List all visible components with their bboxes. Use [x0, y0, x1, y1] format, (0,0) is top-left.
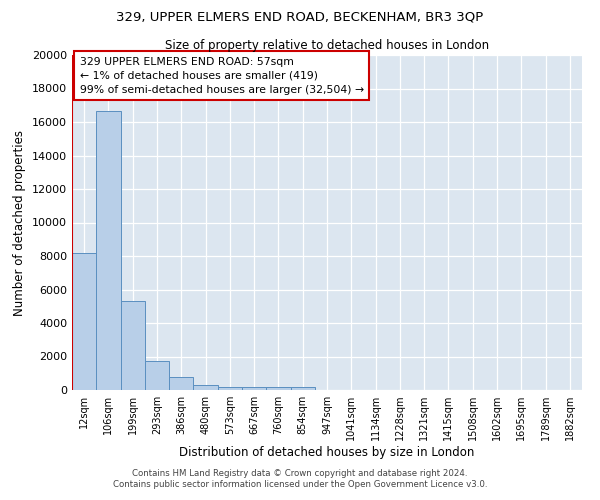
- Bar: [266, 387, 290, 390]
- Bar: [96, 111, 121, 390]
- Bar: [145, 360, 169, 390]
- Bar: [121, 301, 145, 390]
- Text: Contains HM Land Registry data © Crown copyright and database right 2024.: Contains HM Land Registry data © Crown c…: [132, 468, 468, 477]
- Bar: [218, 386, 242, 390]
- Y-axis label: Number of detached properties: Number of detached properties: [13, 130, 26, 316]
- Bar: [72, 252, 96, 390]
- Title: Size of property relative to detached houses in London: Size of property relative to detached ho…: [165, 40, 489, 52]
- Bar: [169, 378, 193, 390]
- X-axis label: Distribution of detached houses by size in London: Distribution of detached houses by size …: [179, 446, 475, 459]
- Text: 329 UPPER ELMERS END ROAD: 57sqm
← 1% of detached houses are smaller (419)
99% o: 329 UPPER ELMERS END ROAD: 57sqm ← 1% of…: [80, 56, 364, 94]
- Bar: [193, 386, 218, 390]
- Bar: [242, 387, 266, 390]
- Text: Contains public sector information licensed under the Open Government Licence v3: Contains public sector information licen…: [113, 480, 487, 489]
- Bar: [290, 388, 315, 390]
- Text: 329, UPPER ELMERS END ROAD, BECKENHAM, BR3 3QP: 329, UPPER ELMERS END ROAD, BECKENHAM, B…: [116, 10, 484, 23]
